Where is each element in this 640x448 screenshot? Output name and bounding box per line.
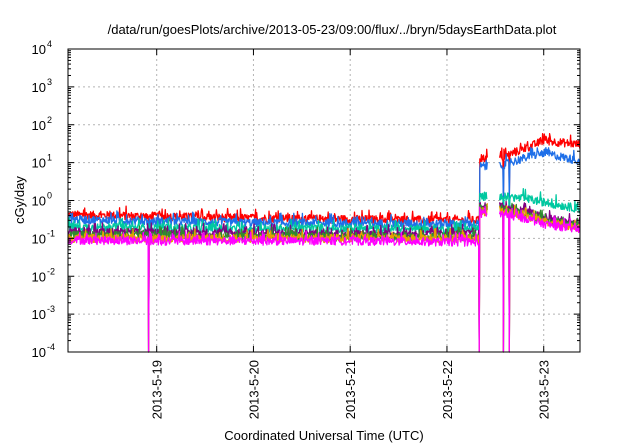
- series-line: [67, 205, 581, 353]
- y-tick-label: 10: [32, 307, 46, 322]
- x-tick-label: 2013-5-19: [150, 360, 165, 419]
- series-layer: [67, 132, 581, 353]
- y-tick-label: 10: [32, 80, 46, 95]
- y-tick-exponent: 1: [47, 153, 52, 163]
- x-tick-label: 2013-5-20: [246, 360, 261, 419]
- y-tick-label: 10: [32, 42, 46, 57]
- x-tick-label: 2013-5-23: [537, 360, 552, 419]
- y-tick-exponent: -4: [47, 342, 55, 352]
- y-tick-exponent: 0: [47, 191, 52, 201]
- y-tick-exponent: -3: [47, 304, 55, 314]
- y-tick-exponent: -2: [47, 266, 55, 276]
- y-tick-label: 10: [32, 269, 46, 284]
- x-axis: 2013-5-19 2013-5-20 2013-5-21 2013-5-22 2013…: [150, 49, 552, 419]
- y-tick-label: 10: [32, 345, 46, 360]
- y-tick-exponent: -1: [47, 228, 55, 238]
- y-axis-label: cGy/day: [12, 176, 27, 224]
- x-tick-label: 2013-5-21: [343, 360, 358, 419]
- series-line: [67, 132, 581, 264]
- y-tick-exponent: 3: [47, 77, 52, 87]
- y-tick-exponent: 4: [47, 39, 52, 49]
- y-tick-label: 10: [32, 118, 46, 133]
- y-tick-exponent: 2: [47, 115, 52, 125]
- y-tick-label: 10: [32, 194, 46, 209]
- chart-title: /data/run/goesPlots/archive/2013-05-23/0…: [108, 22, 557, 37]
- x-tick-label: 2013-5-22: [440, 360, 455, 419]
- y-tick-label: 10: [32, 231, 46, 246]
- x-axis-label: Coordinated Universal Time (UTC): [224, 428, 423, 443]
- y-tick-label: 10: [32, 156, 46, 171]
